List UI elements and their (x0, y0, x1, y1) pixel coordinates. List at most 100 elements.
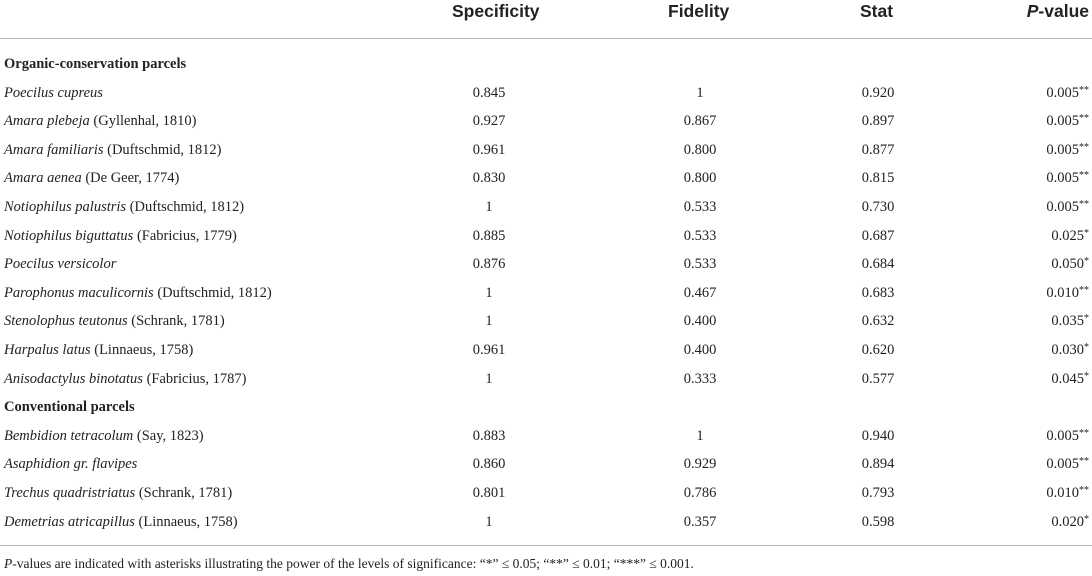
species-cell: Poecilus cupreus (4, 85, 103, 102)
fidelity-cell: 0.800 (683, 141, 717, 158)
pvalue-cell: 0.005** (1046, 85, 1089, 102)
section-heading-row: Conventional parcels (0, 392, 1092, 421)
specificity-cell: 0.876 (472, 256, 506, 273)
table-header: Specificity Fidelity Stat P-value (0, 0, 1092, 39)
stat-cell: 0.683 (861, 284, 895, 301)
pvalue-number: 0.045 (1051, 370, 1084, 387)
species-authority: (Fabricius, 1779) (133, 227, 237, 244)
stat-cell: 0.940 (861, 427, 895, 444)
species-cell: Parophonus maculicornis (Duftschmid, 181… (4, 285, 272, 302)
species-name: Notiophilus biguttatus (4, 227, 134, 244)
pvalue-cell: 0.045* (1051, 371, 1089, 388)
fidelity-cell: 1 (696, 84, 704, 101)
specificity-cell: 0.961 (472, 141, 506, 158)
stat-cell: 0.687 (861, 227, 895, 244)
species-name: Anisodactylus binotatus (4, 370, 143, 387)
pvalue-cell: 0.010** (1046, 485, 1089, 502)
species-cell: Demetrias atricapillus (Linnaeus, 1758) (4, 514, 238, 531)
pvalue-number: 0.025 (1051, 227, 1084, 244)
significance-stars: ** (1079, 427, 1089, 439)
species-cell: Amara aenea (De Geer, 1774) (4, 170, 179, 187)
table-row: Poecilus versicolor 0.876 0.533 0.684 0.050* (0, 249, 1092, 278)
significance-stars: * (1084, 513, 1089, 525)
pvalue-number: 0.005 (1046, 170, 1079, 187)
species-name: Stenolophus teutonus (4, 313, 128, 330)
species-name: Harpalus latus (4, 341, 91, 358)
significance-stars: * (1084, 313, 1089, 325)
species-authority: (Duftschmid, 1812) (153, 284, 272, 301)
species-name: Bembidion tetracolum (4, 427, 134, 444)
header-pvalue: P-value (1026, 1, 1089, 21)
stat-cell: 0.730 (861, 198, 895, 215)
pvalue-number: 0.005 (1046, 113, 1079, 130)
table-footnote: P-values are indicated with asterisks il… (4, 556, 694, 571)
fidelity-cell: 0.400 (683, 341, 717, 358)
species-cell: Notiophilus biguttatus (Fabricius, 1779) (4, 228, 237, 245)
species-cell: Amara plebeja (Gyllenhal, 1810) (4, 113, 197, 130)
specificity-cell: 0.860 (472, 456, 506, 473)
significance-stars: ** (1079, 113, 1089, 125)
pvalue-cell: 0.020* (1051, 514, 1089, 531)
specificity-cell: 1 (485, 313, 493, 330)
fidelity-cell: 0.867 (683, 113, 717, 130)
species-authority: (Schrank, 1781) (127, 313, 225, 330)
species-authority: (Duftschmid, 1812) (126, 198, 245, 215)
significance-stars: ** (1079, 141, 1089, 153)
table-row: Anisodactylus binotatus (Fabricius, 1787… (0, 364, 1092, 393)
species-cell: Notiophilus palustris (Duftschmid, 1812) (4, 199, 244, 216)
species-name: Notiophilus palustris (4, 198, 127, 215)
species-authority: (Say, 1823) (133, 427, 204, 444)
specificity-cell: 1 (485, 284, 493, 301)
pvalue-number: 0.005 (1046, 198, 1079, 215)
stat-cell: 0.577 (861, 370, 895, 387)
significance-stars: * (1084, 256, 1089, 268)
section-title: Organic-conservation parcels (4, 56, 187, 72)
indicator-species-table: Specificity Fidelity Stat P-value Organi… (0, 0, 1092, 531)
specificity-cell: 0.885 (472, 227, 506, 244)
species-authority: (Linnaeus, 1758) (90, 341, 194, 358)
stat-cell: 0.632 (861, 313, 895, 330)
table-row: Trechus quadristriatus (Schrank, 1781) 0.… (0, 478, 1092, 507)
table-row: Asaphidion gr. flavipes 0.860 0.929 0.894 0.… (0, 449, 1092, 478)
pvalue-cell: 0.005** (1046, 113, 1089, 130)
pvalue-cell: 0.005** (1046, 199, 1089, 216)
fidelity-cell: 0.533 (683, 198, 717, 215)
species-name: Poecilus versicolor (4, 256, 117, 273)
stat-cell: 0.897 (861, 113, 895, 130)
significance-stars: ** (1079, 484, 1089, 496)
species-authority: (Fabricius, 1787) (142, 370, 247, 387)
species-cell: Bembidion tetracolum (Say, 1823) (4, 428, 204, 445)
species-authority: (De Geer, 1774) (81, 170, 180, 187)
table-row: Amara familiaris (Duftschmid, 1812) 0.961… (0, 135, 1092, 164)
pvalue-cell: 0.035* (1051, 313, 1089, 330)
species-name: Amara aenea (4, 170, 82, 187)
specificity-cell: 0.830 (472, 170, 506, 187)
species-cell: Asaphidion gr. flavipes (4, 456, 137, 473)
table-row: Parophonus maculicornis (Duftschmid, 181… (0, 278, 1092, 307)
species-name: Amara familiaris (4, 141, 104, 158)
specificity-cell: 0.801 (472, 484, 506, 501)
significance-stars: ** (1079, 456, 1089, 468)
species-cell: Trechus quadristriatus (Schrank, 1781) (4, 485, 232, 502)
table-row: Amara aenea (De Geer, 1774) 0.830 0.800 0.8… (0, 163, 1092, 192)
species-cell: Anisodactylus binotatus (Fabricius, 1787… (4, 371, 246, 388)
specificity-cell: 0.927 (472, 113, 506, 130)
header-fidelity: Fidelity (668, 1, 730, 21)
pvalue-number: 0.005 (1046, 456, 1079, 473)
significance-stars: ** (1079, 84, 1089, 96)
significance-stars: * (1084, 227, 1089, 239)
table-row: Notiophilus palustris (Duftschmid, 1812)… (0, 192, 1092, 221)
stat-cell: 0.793 (861, 484, 895, 501)
fidelity-cell: 0.467 (683, 284, 717, 301)
species-name: Trechus quadristriatus (4, 484, 136, 501)
fidelity-cell: 0.400 (683, 313, 717, 330)
footer-divider (0, 545, 1092, 546)
pvalue-number: 0.010 (1046, 284, 1079, 301)
table-row: Harpalus latus (Linnaeus, 1758) 0.961 0.40… (0, 335, 1092, 364)
pvalue-cell: 0.025* (1051, 228, 1089, 245)
header-specificity: Specificity (452, 1, 540, 21)
stat-cell: 0.684 (861, 256, 895, 273)
species-name: Parophonus maculicornis (4, 284, 154, 301)
specificity-cell: 0.883 (472, 427, 506, 444)
fidelity-cell: 0.786 (683, 484, 717, 501)
